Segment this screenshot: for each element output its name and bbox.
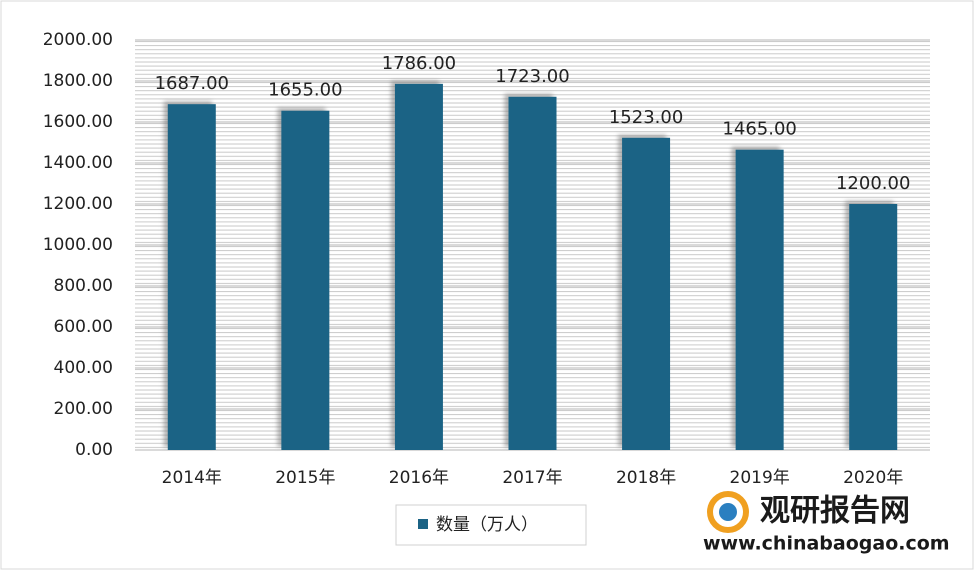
bar <box>167 104 216 450</box>
value-label: 1465.00 <box>722 119 796 140</box>
x-tick-label: 2017年 <box>502 468 562 488</box>
x-tick-label: 2020年 <box>843 468 903 488</box>
watermark-logo <box>719 503 737 521</box>
y-tick-label: 1000.00 <box>43 235 113 255</box>
value-label: 1200.00 <box>836 173 910 194</box>
y-tick-label: 200.00 <box>54 399 113 419</box>
legend-label: 数量（万人） <box>436 515 538 535</box>
watermark-logo <box>707 491 749 533</box>
watermark-name: 观研报告网 <box>760 494 910 529</box>
value-label: 1786.00 <box>382 53 456 74</box>
x-tick-label: 2019年 <box>730 468 790 488</box>
watermark: 观研报告网 www.chinabaogao.com <box>703 491 950 555</box>
bar <box>735 149 784 451</box>
legend-swatch <box>418 519 428 529</box>
x-tick-label: 2016年 <box>389 468 449 488</box>
y-tick-label: 1200.00 <box>43 194 113 214</box>
x-tick-label: 2018年 <box>616 468 676 488</box>
y-tick-label: 800.00 <box>54 276 113 296</box>
bar <box>281 110 330 450</box>
bar <box>508 96 557 450</box>
x-tick-label: 2015年 <box>275 468 335 488</box>
y-tick-label: 400.00 <box>54 358 113 378</box>
x-tick-label: 2014年 <box>162 468 222 488</box>
value-label: 1687.00 <box>155 73 229 94</box>
y-tick-label: 2000.00 <box>43 30 113 50</box>
bar <box>394 83 443 451</box>
y-tick-label: 0.00 <box>75 440 113 460</box>
bar <box>849 204 898 450</box>
value-label: 1723.00 <box>495 66 569 87</box>
y-tick-label: 1600.00 <box>43 112 113 132</box>
bar <box>622 137 671 450</box>
y-tick-label: 600.00 <box>54 317 113 337</box>
y-tick-label: 1800.00 <box>43 71 113 91</box>
watermark-url: www.chinabaogao.com <box>703 533 950 555</box>
value-label: 1655.00 <box>268 80 342 101</box>
y-tick-label: 1400.00 <box>43 153 113 173</box>
value-label: 1523.00 <box>609 107 683 128</box>
